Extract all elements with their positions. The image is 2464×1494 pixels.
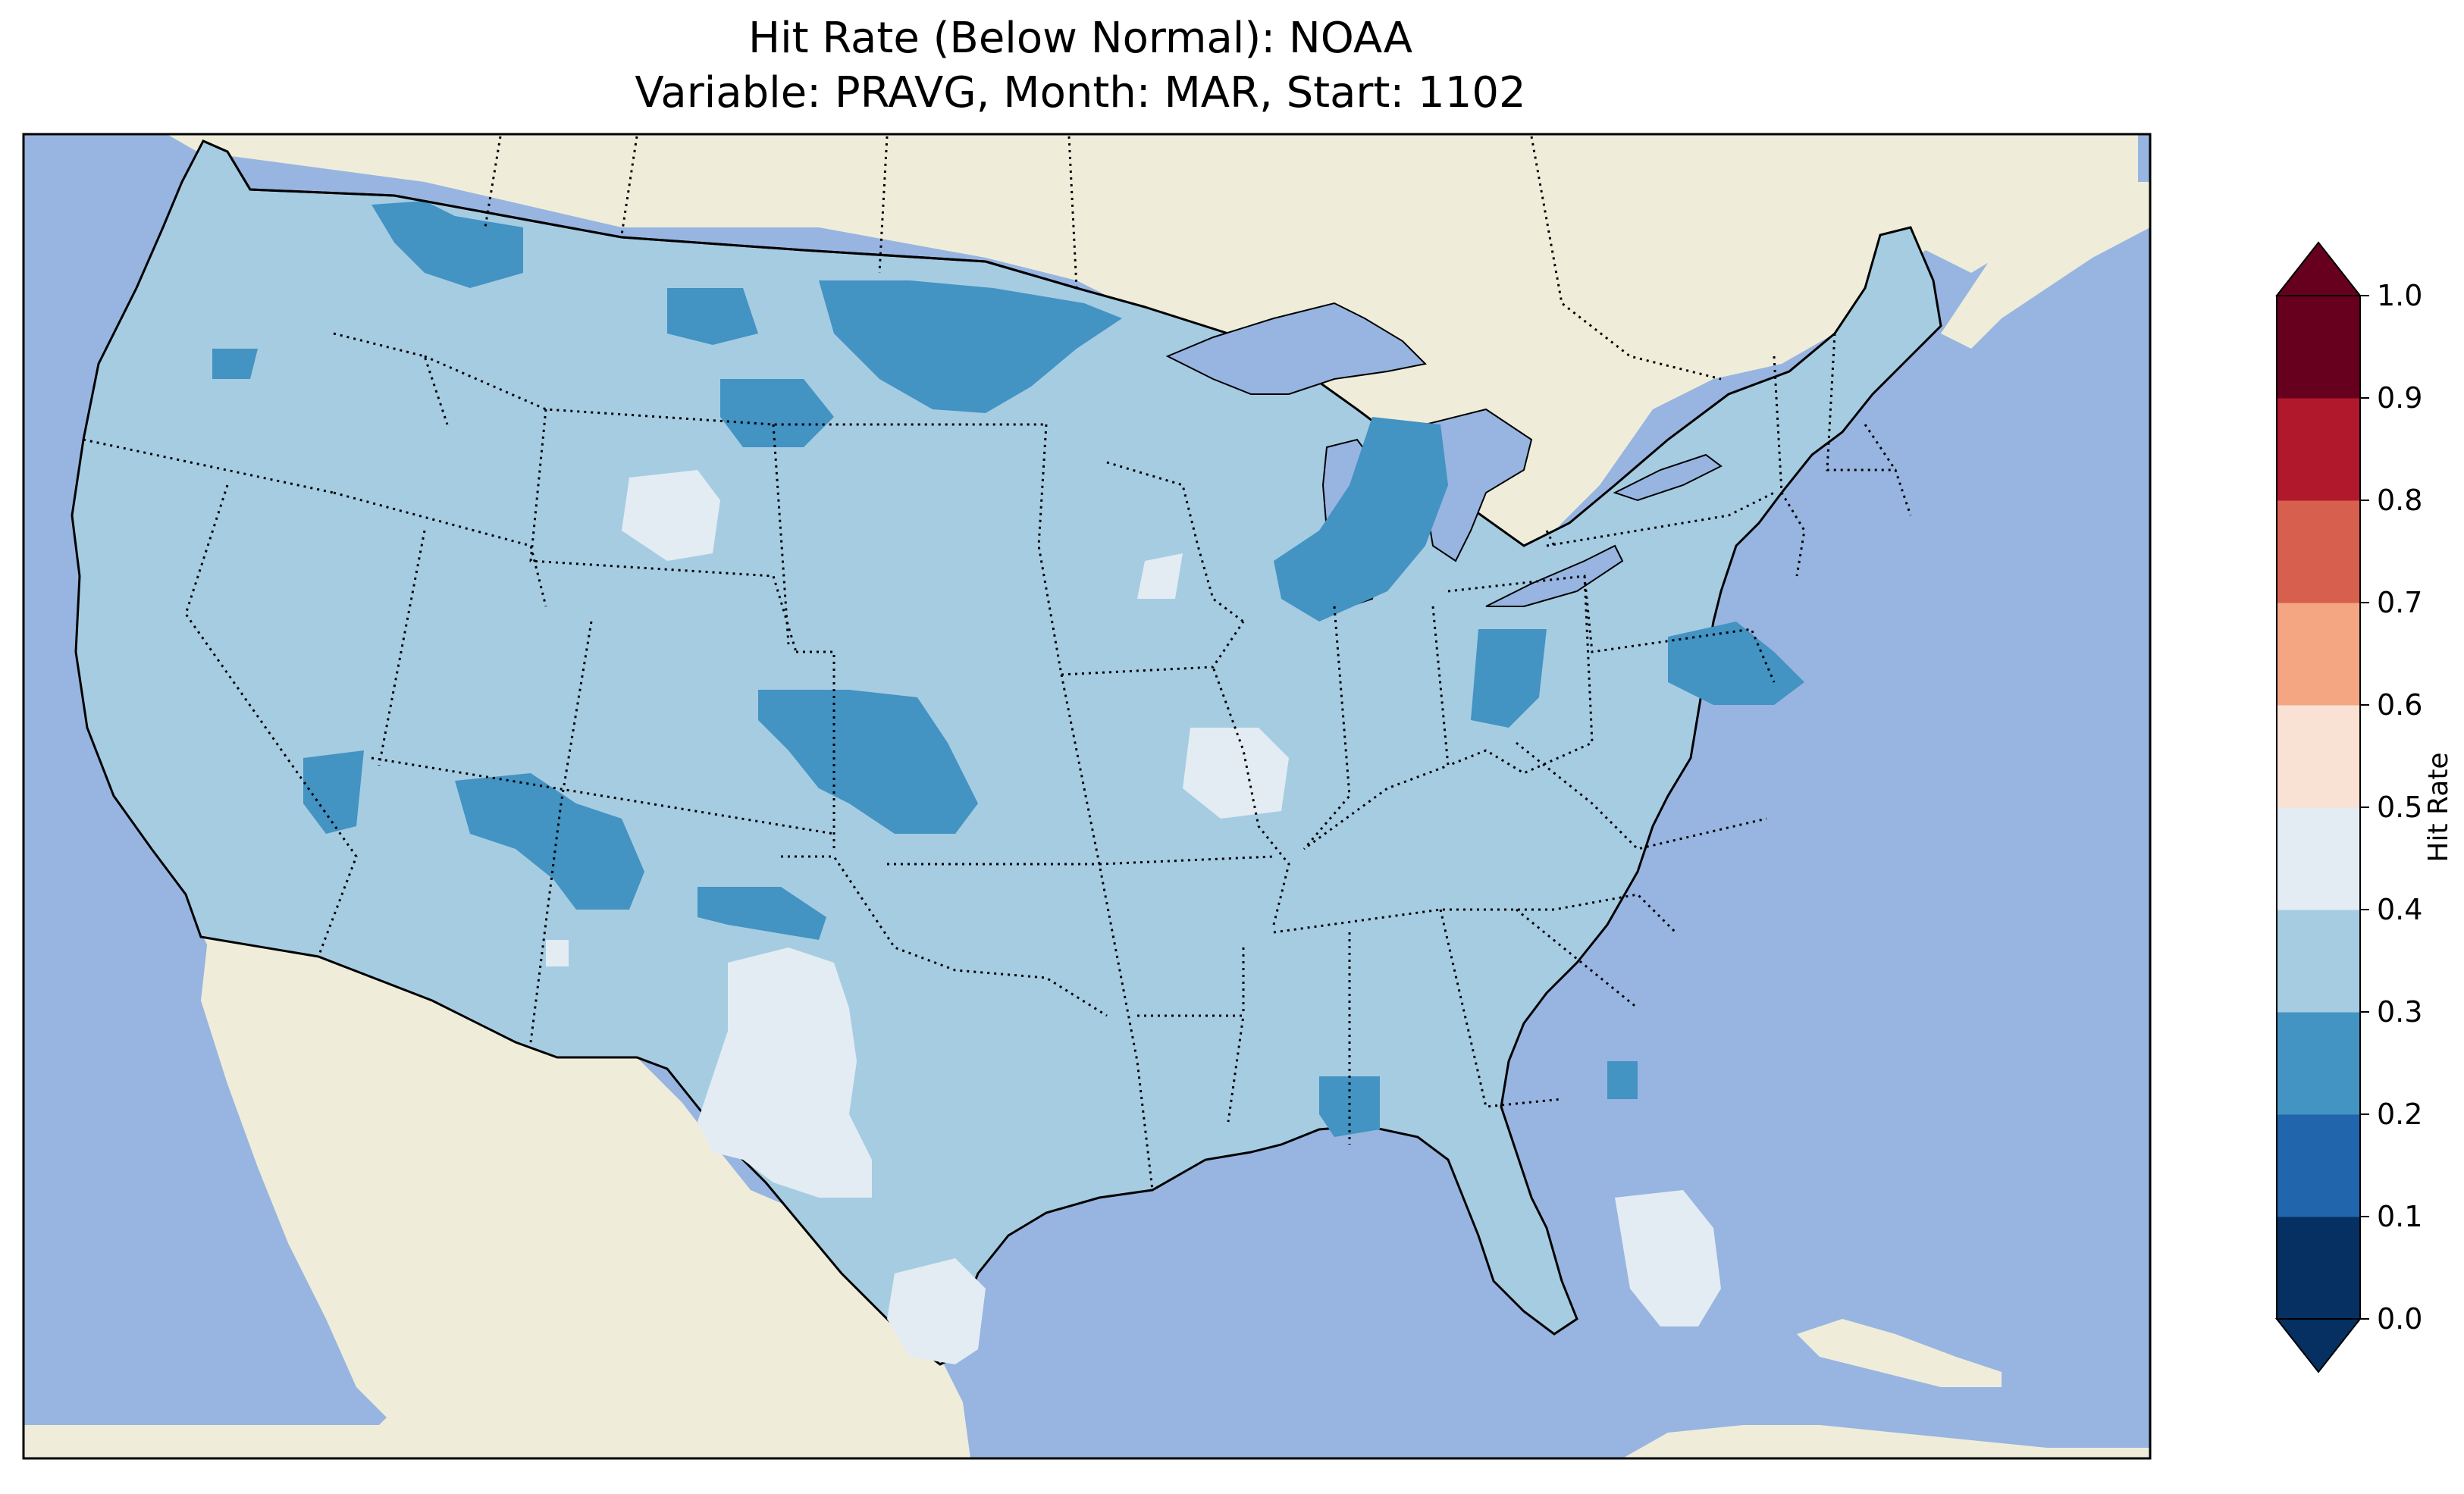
south-bottom-land xyxy=(1622,1425,2150,1458)
conus-hit-rate-field xyxy=(71,139,1942,1366)
patch-oregon-small xyxy=(212,349,258,379)
colorbar-label: Hit Rate xyxy=(2423,752,2454,862)
colorbar-cell xyxy=(2277,1012,2360,1115)
hit-rate-0.4-0.5-patches xyxy=(546,470,1721,1364)
map-title-line-2: Variable: PRAVG, Month: MAR, Start: 1102 xyxy=(635,68,1526,117)
colorbar-cell xyxy=(2277,807,2360,910)
baja-land xyxy=(201,932,425,1425)
colorbar-cell xyxy=(2277,910,2360,1013)
patch-indiana-ohio xyxy=(1471,629,1547,728)
patch-iowa xyxy=(1137,553,1183,599)
colorbar-tick-label: 0.7 xyxy=(2377,586,2422,619)
patch-utah-arizona xyxy=(455,773,644,910)
maritimes-land xyxy=(1941,182,2150,349)
patch-georgia-coast xyxy=(1607,1061,1638,1099)
patch-south-texas xyxy=(887,1258,986,1364)
patch-north-dakota xyxy=(819,280,1122,413)
colorbar-tick-label: 0.1 xyxy=(2377,1200,2422,1233)
patch-wyoming-central xyxy=(622,470,720,561)
colorbar-tick-label: 0.4 xyxy=(2377,893,2422,926)
colorbar-cell xyxy=(2277,1217,2360,1320)
patch-louisiana xyxy=(1319,1076,1380,1137)
patch-west-texas xyxy=(698,947,872,1198)
colorbar-cell xyxy=(2277,1114,2360,1217)
lake-ontario xyxy=(1613,453,1723,502)
colorbar-ticks: 0.0 0.1 0.2 0.3 0.4 0.5 0.6 0.7 0.8 0.9 1.0 xyxy=(2360,279,2422,1336)
patch-colorado-kansas xyxy=(758,690,978,834)
canada-land xyxy=(167,134,2138,591)
patch-michigan xyxy=(1274,417,1448,622)
patch-nevada xyxy=(303,750,364,834)
map-title-line-1: Hit Rate (Below Normal): NOAA xyxy=(748,14,1413,63)
colorbar-tick-label: 1.0 xyxy=(2377,279,2422,312)
colorbar-cell xyxy=(2277,296,2360,399)
colorbar-tick-label: 0.2 xyxy=(2377,1098,2422,1131)
colorbar-extend-top-arrow xyxy=(2274,241,2362,296)
patch-missouri xyxy=(1183,728,1289,819)
patch-south-florida xyxy=(1615,1190,1721,1326)
patch-new-mexico-texas xyxy=(698,887,826,940)
map-frame xyxy=(22,133,2152,1460)
colorbar-cell xyxy=(2277,603,2360,706)
patch-montana-east xyxy=(667,288,758,345)
colorbar-tick-label: 0.6 xyxy=(2377,688,2422,722)
patch-wyoming-north xyxy=(720,379,834,447)
colorbar-cell xyxy=(2277,705,2360,808)
colorbar: 0.0 0.1 0.2 0.3 0.4 0.5 0.6 0.7 0.8 0.9 1.0 Hit Ra… xyxy=(2274,241,2454,1373)
patch-maryland xyxy=(1668,622,1804,705)
mexico-land xyxy=(24,932,970,1458)
colorbar-tick-label: 0.3 xyxy=(2377,995,2422,1029)
colorbar-tick-label: 0.8 xyxy=(2377,484,2422,517)
cuba-land xyxy=(1797,1319,2002,1387)
colorbar-tick-label: 0.5 xyxy=(2377,791,2422,824)
map-area xyxy=(24,134,2150,1458)
colorbar-cell xyxy=(2277,398,2360,501)
lake-superior xyxy=(1165,302,1428,395)
lake-erie xyxy=(1485,544,1624,607)
colorbar-extend-bottom-arrow xyxy=(2274,1318,2362,1373)
colorbar-cells xyxy=(2276,295,2361,1320)
colorbar-tick-label: 0.9 xyxy=(2377,381,2422,415)
patch-idaho-montana xyxy=(371,201,523,288)
state-boundaries xyxy=(83,332,1912,1191)
hit-rate-0.2-0.3-patches xyxy=(212,201,1804,1137)
coastline xyxy=(202,139,1077,290)
patch-arizona-small xyxy=(546,940,569,966)
colorbar-tick-label: 0.0 xyxy=(2377,1302,2422,1336)
colorbar-cell xyxy=(2277,500,2360,603)
